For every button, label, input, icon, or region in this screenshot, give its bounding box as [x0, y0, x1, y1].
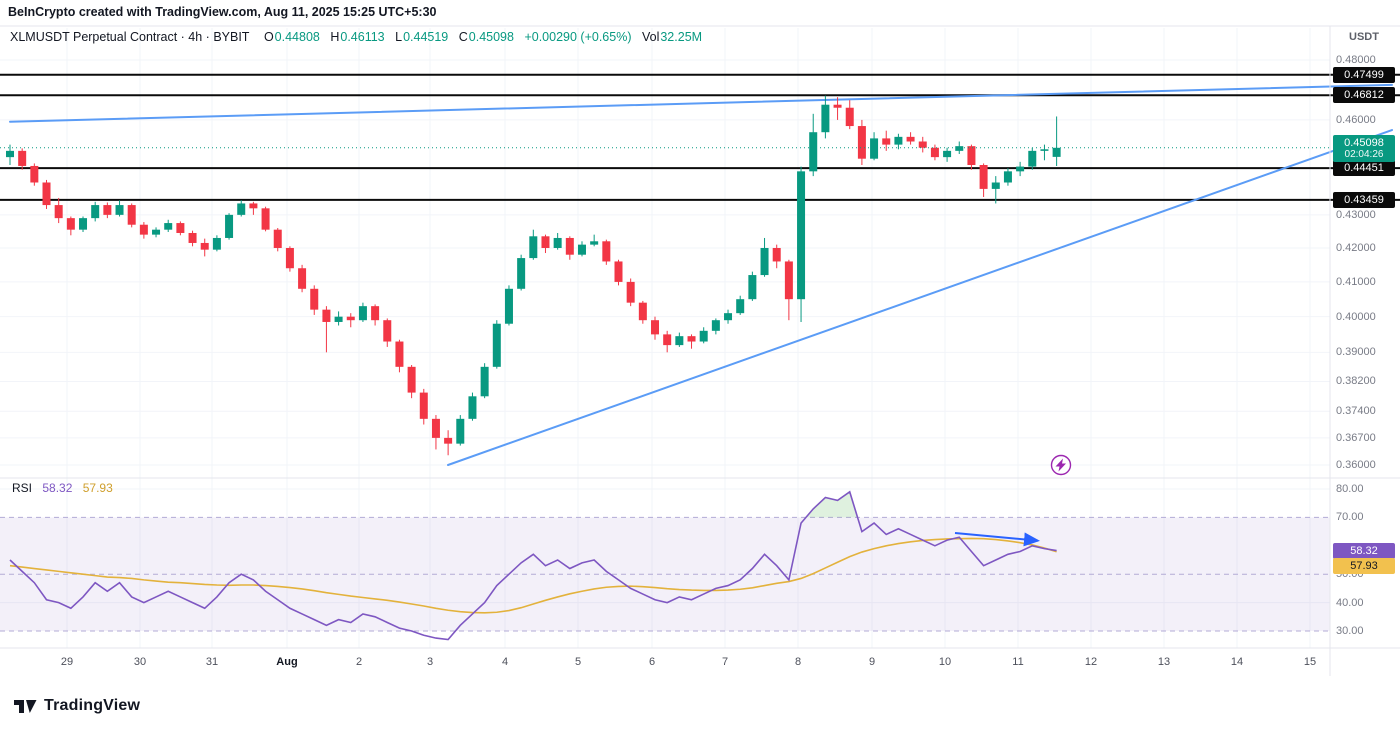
time-tick-label: 29 — [60, 656, 74, 668]
attribution-text: BeInCrypto created with TradingView.com,… — [8, 5, 437, 19]
rsi-arrow-drawing[interactable] — [954, 532, 1040, 547]
symbol-legend[interactable]: XLMUSDT Perpetual Contract · 4h · BYBIT … — [10, 30, 702, 44]
volume-label: Vol — [641, 30, 660, 44]
trendlines[interactable] — [9, 83, 1393, 466]
time-tick-label: 3 — [426, 656, 434, 668]
time-tick-label: 6 — [648, 656, 656, 668]
price-tick-label: 0.39000 — [1336, 346, 1376, 359]
time-tick-label: 13 — [1157, 656, 1171, 668]
ohlc-high-label: H — [330, 30, 340, 44]
rsi-ma-value: 57.93 — [82, 481, 113, 495]
ohlc-low-label: L — [395, 30, 403, 44]
price-tick-label: 0.40000 — [1336, 310, 1376, 323]
price-scale-currency: USDT — [1349, 31, 1379, 43]
rsi-value-badge: 58.32 — [1333, 542, 1395, 559]
price-tick-label: 0.38200 — [1336, 375, 1376, 388]
level-badge-4: 0.43459 — [1333, 191, 1395, 208]
time-tick-label: 8 — [794, 656, 802, 668]
lightning-bolt-icon — [1055, 458, 1066, 472]
price-tick-label: 0.48000 — [1336, 54, 1376, 66]
price-tick-label: 0.43000 — [1336, 208, 1376, 221]
time-tick-label: 15 — [1303, 656, 1317, 668]
time-tick-label: 5 — [574, 656, 582, 668]
price-tick-label: 0.37400 — [1336, 405, 1376, 418]
price-tick-label: 0.36700 — [1336, 431, 1376, 444]
tradingview-logo-icon — [14, 700, 37, 713]
symbol-title[interactable]: XLMUSDT Perpetual Contract · 4h · BYBIT — [10, 30, 250, 44]
time-tick-label: 9 — [868, 656, 876, 668]
ohlc-open-value: 0.44808 — [274, 30, 320, 44]
time-tick-label: 11 — [1012, 656, 1024, 668]
rsi-current-value: 58.32 — [42, 481, 73, 495]
price-tick-label: 0.46000 — [1336, 113, 1376, 126]
time-tick-label: 10 — [938, 656, 952, 668]
horizontal-level-lines[interactable] — [0, 73, 1400, 201]
rsi-title: RSI — [12, 481, 33, 495]
ohlc-open-label: O — [263, 30, 274, 44]
time-tick-label: 7 — [721, 656, 729, 668]
chart-canvas[interactable] — [0, 0, 1400, 680]
candle-countdown: 02:04:26 — [1344, 148, 1384, 160]
rsi-tick-label: 40.00 — [1336, 596, 1364, 609]
ohlc-close-value: 0.45098 — [468, 30, 514, 44]
rsi-tick-label: 80.00 — [1336, 483, 1364, 495]
rsi-tick-label: 30.00 — [1336, 625, 1364, 637]
ohlc-close-label: C — [458, 30, 468, 44]
rsi-ma-line[interactable] — [9, 537, 1057, 614]
time-tick-label: 2 — [355, 656, 363, 668]
volume-value: 32.25M — [660, 30, 703, 44]
time-tick-label: Aug — [276, 656, 298, 668]
ohlc-high-value: 0.46113 — [340, 30, 385, 44]
current-price-badge: 0.45098 02:04:26 — [1333, 134, 1395, 162]
rsi-ma-badge: 57.93 — [1333, 557, 1395, 574]
time-tick-label: 12 — [1084, 656, 1098, 668]
price-tick-label: 0.41000 — [1336, 275, 1376, 288]
rsi-overbought-fill — [805, 491, 858, 518]
ohlc-low-value: 0.44519 — [403, 30, 449, 44]
level-badge-3: 0.44451 — [1333, 160, 1395, 177]
time-tick-label: 4 — [501, 656, 509, 668]
tradingview-logo-text: TradingView — [44, 697, 141, 714]
flash-icon[interactable] — [1050, 454, 1072, 476]
time-tick-label: 31 — [205, 656, 219, 668]
price-tick-label: 0.42000 — [1336, 241, 1376, 254]
change-value: +0.00290 (+0.65%) — [524, 30, 632, 44]
current-price-value: 0.45098 — [1344, 136, 1384, 149]
rsi-band — [0, 516, 1330, 632]
time-tick-label: 30 — [133, 656, 147, 668]
time-tick-label: 14 — [1230, 656, 1244, 668]
level-badge-1: 0.47499 — [1333, 66, 1395, 83]
rsi-line[interactable] — [9, 490, 1057, 641]
candles — [6, 95, 1061, 456]
price-tick-label: 0.36000 — [1336, 459, 1376, 471]
rsi-tick-label: 70.00 — [1336, 511, 1364, 524]
level-badge-2: 0.46812 — [1333, 87, 1395, 104]
rsi-legend[interactable]: RSI 58.32 57.93 — [12, 481, 113, 495]
tradingview-logo[interactable]: TradingView — [12, 694, 140, 718]
